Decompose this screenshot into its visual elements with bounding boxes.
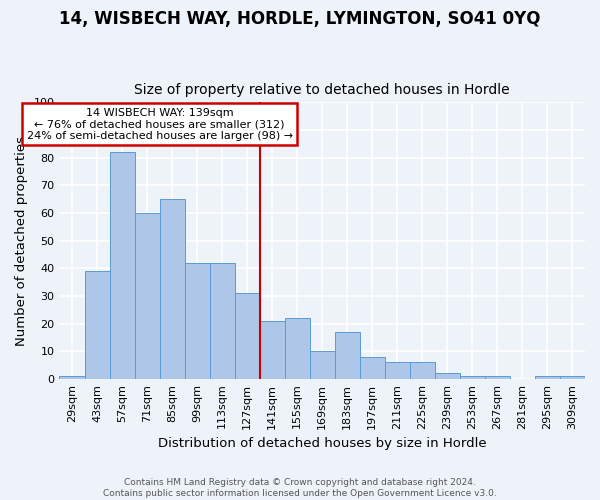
Text: 14, WISBECH WAY, HORDLE, LYMINGTON, SO41 0YQ: 14, WISBECH WAY, HORDLE, LYMINGTON, SO41…	[59, 10, 541, 28]
Bar	[160, 199, 185, 379]
Bar	[85, 271, 110, 379]
Bar	[460, 376, 485, 379]
Text: Contains HM Land Registry data © Crown copyright and database right 2024.
Contai: Contains HM Land Registry data © Crown c…	[103, 478, 497, 498]
Bar	[385, 362, 410, 379]
Bar	[410, 362, 435, 379]
X-axis label: Distribution of detached houses by size in Hordle: Distribution of detached houses by size …	[158, 437, 487, 450]
Bar	[260, 320, 285, 379]
Bar	[310, 351, 335, 379]
Bar	[435, 374, 460, 379]
Bar	[185, 262, 209, 379]
Bar	[535, 376, 560, 379]
Bar	[209, 262, 235, 379]
Bar	[285, 318, 310, 379]
Bar	[485, 376, 510, 379]
Title: Size of property relative to detached houses in Hordle: Size of property relative to detached ho…	[134, 83, 510, 97]
Y-axis label: Number of detached properties: Number of detached properties	[15, 136, 28, 346]
Bar	[59, 376, 85, 379]
Bar	[560, 376, 585, 379]
Bar	[235, 293, 260, 379]
Bar	[134, 213, 160, 379]
Bar	[335, 332, 360, 379]
Text: 14 WISBECH WAY: 139sqm
← 76% of detached houses are smaller (312)
24% of semi-de: 14 WISBECH WAY: 139sqm ← 76% of detached…	[26, 108, 293, 141]
Bar	[360, 356, 385, 379]
Bar	[110, 152, 134, 379]
